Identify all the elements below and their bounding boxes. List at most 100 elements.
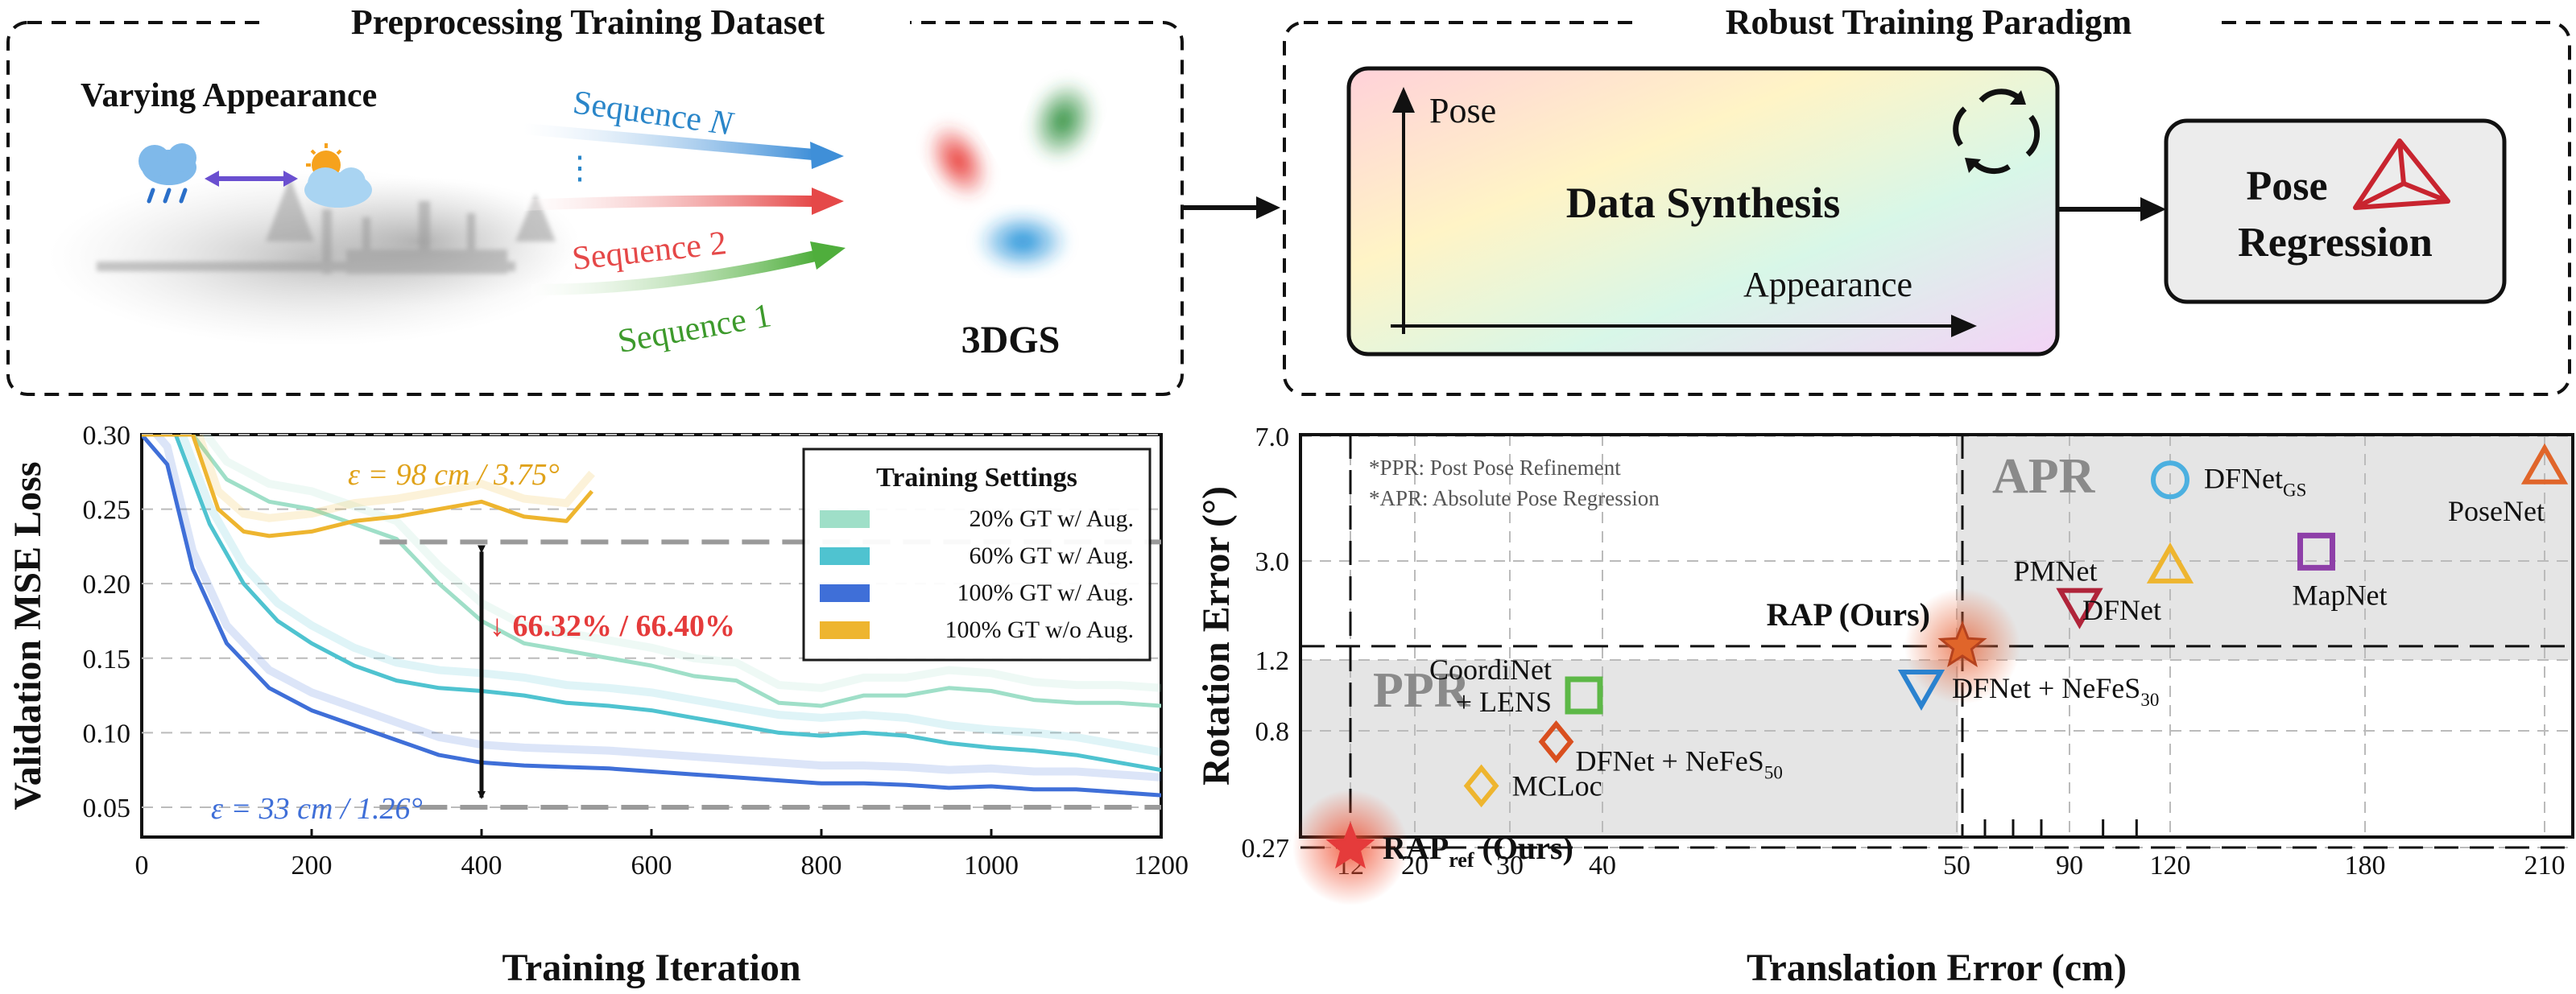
data-synthesis-box <box>1346 66 2060 357</box>
error-minor-ticks <box>1983 819 2138 837</box>
rain-cloud-icon <box>139 143 196 204</box>
pose-axis-label: Pose <box>1429 91 1496 130</box>
loss-series-line <box>142 435 1161 773</box>
scene-illustration <box>48 169 580 346</box>
error-xtick-label: 90 <box>2056 851 2083 881</box>
triangle-down-marker <box>1897 670 1945 711</box>
loss-xtick-label: 600 <box>631 851 672 881</box>
loss-legend: Training Settings 20% GT w/ Aug. 60% GT w… <box>802 448 1152 662</box>
loss-ylabel: Validation MSE Loss <box>6 461 49 810</box>
legend-swatch <box>820 510 870 528</box>
error-yticks: 0.27 0.8 1.2 3.0 7.0 <box>1242 423 1290 864</box>
loss-xtick-label: 800 <box>801 851 842 881</box>
annotation-bottom: ε = 33 cm / 1.26° <box>211 792 423 826</box>
star-marker <box>1325 821 1375 869</box>
error-ylabel: Rotation Error (°) <box>1195 486 1238 786</box>
sequence-1-label: Sequence 1 <box>615 297 775 361</box>
error-xtick-label: 210 <box>2524 851 2566 881</box>
loss-series-band <box>151 435 1161 782</box>
loss-yticks: 0.05 0.10 0.15 0.20 0.25 0.30 <box>83 421 131 823</box>
loss-series-line <box>142 435 1161 798</box>
loss-xtick-label: 1000 <box>964 851 1019 881</box>
star-marker <box>1937 620 1987 667</box>
loss-ytick-label: 0.30 <box>83 421 131 451</box>
loss-series-band <box>178 435 1161 757</box>
error-xtick-label: 40 <box>1589 851 1616 881</box>
robust-title: Robust Training Paradigm <box>1726 2 2132 42</box>
point-label: MCLoc <box>1512 769 1602 802</box>
point-label: RAP (Ours) <box>1767 596 1930 633</box>
appearance-axis-label: Appearance <box>1743 265 1912 304</box>
error-xlabel: Translation Error (cm) <box>1747 947 2127 989</box>
panel-connector-arrow <box>1184 196 1280 219</box>
circle-marker <box>2151 460 2189 500</box>
note-apr: *APR: Absolute Pose Regression <box>1369 486 1660 510</box>
square-marker <box>2297 532 2335 571</box>
ppr-region <box>1300 660 1958 837</box>
point-label: DFNet + NeFeS50 <box>1576 745 1783 783</box>
error-ytick-label: 7.0 <box>1255 423 1290 452</box>
3dgs-label: 3DGS <box>961 319 1061 361</box>
loss-series-line <box>142 435 1161 708</box>
legend-swatch <box>820 584 870 602</box>
loss-ytick-label: 0.05 <box>83 794 131 823</box>
error-ytick-label: 1.2 <box>1255 646 1290 676</box>
error-ytick-label: 0.27 <box>1242 834 1290 864</box>
loss-gridlines <box>142 434 1161 808</box>
legend-swatch <box>820 547 870 565</box>
double-arrow-icon <box>205 171 298 187</box>
loss-series-line <box>142 435 594 538</box>
sequence-dots: ⋮ <box>564 150 596 186</box>
pose-regression-line1: Pose <box>2246 163 2327 209</box>
annotation-top: ε = 98 cm / 3.75° <box>348 458 560 492</box>
loss-series-band <box>201 435 1161 692</box>
diamond-marker <box>1463 764 1499 808</box>
legend-entry: 100% GT w/ Aug. <box>957 579 1134 606</box>
sequence-2-label: Sequence 2 <box>570 225 728 278</box>
diamond-marker <box>1538 720 1574 764</box>
note-ppr: *PPR: Post Pose Refinement <box>1369 456 1621 480</box>
point-label: DFNet + NeFeS30 <box>1952 672 2159 710</box>
loss-ytick-label: 0.25 <box>83 496 131 526</box>
legend-title: Training Settings <box>876 463 1077 493</box>
robust-panel: Robust Training Paradigm Pose Appearance… <box>1283 2 2571 396</box>
error-gridlines <box>1300 435 2573 849</box>
error-xtick-label: 50 <box>1943 851 1970 881</box>
error-xtick-label: 180 <box>2345 851 2386 881</box>
error-ytick-label: 0.8 <box>1255 717 1290 747</box>
error-chart: 122030405090120180210 0.270.81.23.07.0 T… <box>1195 423 2574 989</box>
square-marker <box>1565 676 1603 715</box>
gaussian-blobs <box>926 80 1097 272</box>
point-label: PMNet <box>2013 555 2097 588</box>
error-markers <box>1325 443 2569 869</box>
legend-entry: 20% GT w/ Aug. <box>970 505 1134 532</box>
data-synthesis-label: Data Synthesis <box>1566 179 1841 227</box>
loss-xlabel: Training Iteration <box>502 947 800 989</box>
loss-xtick-label: 1200 <box>1134 851 1189 881</box>
error-xticks: 122030405090120180210 <box>1337 851 2566 881</box>
apr-region <box>1957 435 2573 660</box>
triangle-up-marker <box>2520 443 2569 485</box>
legend-entry: 100% GT w/o Aug. <box>945 617 1134 643</box>
error-xtick-label: 30 <box>1496 851 1524 881</box>
ppr-region-label: PPR <box>1373 663 1471 718</box>
loss-series-group <box>142 435 1161 798</box>
loss-ytick-label: 0.15 <box>83 645 131 674</box>
loss-xtick-label: 200 <box>292 851 333 881</box>
pose-regression-line2: Regression <box>2238 220 2433 266</box>
legend-entry: 60% GT w/ Aug. <box>970 542 1134 569</box>
loss-chart: 0 200 400 600 800 1000 1200 0.050.100.150.200.… <box>6 421 1189 989</box>
error-xtick-label: 120 <box>2150 851 2191 881</box>
loss-xticks: 0 200 400 600 800 1000 1200 <box>135 829 1189 881</box>
pose-regression-box <box>2164 118 2507 304</box>
loss-series-band <box>194 435 595 522</box>
sequence-arrows <box>523 123 846 295</box>
point-label: DFNet <box>2082 594 2161 626</box>
annotation-reduction: ↓ 66.32% / 66.40% <box>490 609 735 643</box>
apr-region-label: APR <box>1992 449 2096 504</box>
loss-xtick-label: 0 <box>135 851 149 881</box>
point-label: DFNetGS <box>2204 462 2306 500</box>
tetrahedron-icon <box>2353 138 2450 210</box>
error-plot-frame <box>1299 433 2574 839</box>
